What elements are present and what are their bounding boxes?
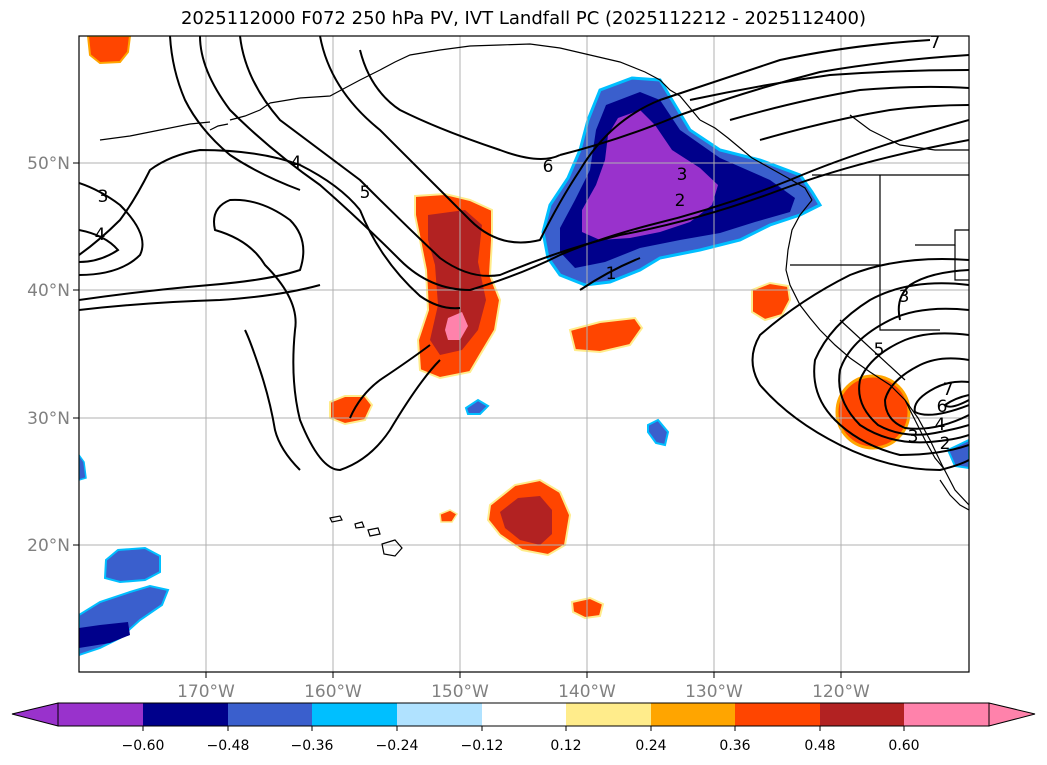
colorbar-tick-label: −0.36 [291, 738, 334, 754]
colorbar-bin [820, 703, 904, 726]
colorbar-bin [566, 703, 651, 726]
colorbar-bin [482, 703, 566, 726]
contour-label: 5 [360, 183, 371, 203]
anomaly-blob-far-sw-1 [103, 546, 161, 584]
anomaly-blob-nw [86, 36, 132, 65]
colorbar-bin [735, 703, 820, 726]
colorbar: −0.60 −0.48 −0.36 −0.24 −0.12 0.12 0.24 … [11, 702, 1036, 754]
lat-tick-label: 30°N [27, 409, 70, 429]
lon-tick-label: 140°W [558, 682, 616, 702]
contour-label: 4 [291, 153, 302, 173]
anomaly-blob-california-off [751, 281, 792, 322]
lon-tick-label: 120°W [812, 682, 870, 702]
contour-label: 7 [943, 380, 954, 400]
contour-label: 3 [677, 165, 688, 185]
map-frame [78, 35, 970, 673]
anomaly-blob-socal [835, 374, 911, 450]
contour-label: 2 [940, 434, 951, 454]
contour-label: 3 [98, 187, 109, 207]
shaded-anomaly-fields [79, 36, 969, 657]
colorbar-tick-label: −0.48 [207, 738, 250, 754]
lon-axis: 170°W 160°W 150°W 140°W 130°W 120°W [177, 672, 870, 702]
colorbar-tick-label: 0.36 [719, 738, 750, 754]
colorbar-tick-label: 0.60 [888, 738, 919, 754]
colorbar-bin [651, 703, 735, 726]
contour-label: 5 [874, 340, 885, 360]
colorbar-bin [312, 703, 397, 726]
lon-tick-label: 150°W [431, 682, 489, 702]
colorbar-bin [397, 703, 482, 726]
contour-label: 2 [675, 191, 686, 211]
lat-tick-label: 50°N [27, 154, 70, 174]
lat-axis: 50°N 40°N 30°N 20°N [27, 154, 79, 556]
contour-label: 6 [543, 157, 554, 177]
colorbar-tick-label: −0.60 [122, 738, 165, 754]
colorbar-extend-high [988, 702, 1036, 727]
contour-label: 1 [606, 264, 617, 284]
colorbar-bin [143, 703, 228, 726]
contour-label: 3 [908, 427, 919, 447]
contour-label: 3 [899, 287, 910, 307]
map-title: 2025112000 F072 250 hPa PV, IVT Landfall… [180, 8, 867, 29]
colorbar-tick-label: 0.24 [635, 738, 666, 754]
colorbar-bin [58, 703, 143, 726]
contour-label: 4 [935, 415, 946, 435]
contour-label: 6 [937, 397, 948, 417]
colorbar-tick-label: 0.12 [550, 738, 581, 754]
colorbar-tick-label: 0.48 [804, 738, 835, 754]
colorbar-tick-label: −0.24 [376, 738, 419, 754]
colorbar-tick-label: −0.12 [461, 738, 504, 754]
colorbar-bin [904, 703, 989, 726]
lon-tick-label: 160°W [304, 682, 362, 702]
pv-contours [79, 36, 969, 472]
map-background [79, 36, 969, 672]
graticule [79, 36, 969, 672]
lon-tick-label: 130°W [685, 682, 743, 702]
contour-labels: 3 4 4 5 6 3 2 1 3 5 7 6 4 3 2 7 [95, 33, 954, 454]
coastlines [99, 43, 969, 557]
lat-tick-label: 40°N [27, 281, 70, 301]
lat-tick-label: 20°N [27, 536, 70, 556]
colorbar-bin [228, 703, 312, 726]
anomaly-blob-sw [329, 395, 374, 426]
colorbar-extend-low [11, 702, 59, 727]
lon-tick-label: 170°W [177, 682, 235, 702]
anomaly-blob-central [568, 316, 644, 354]
contour-label: 4 [95, 225, 106, 245]
contour-label: 7 [930, 33, 941, 53]
